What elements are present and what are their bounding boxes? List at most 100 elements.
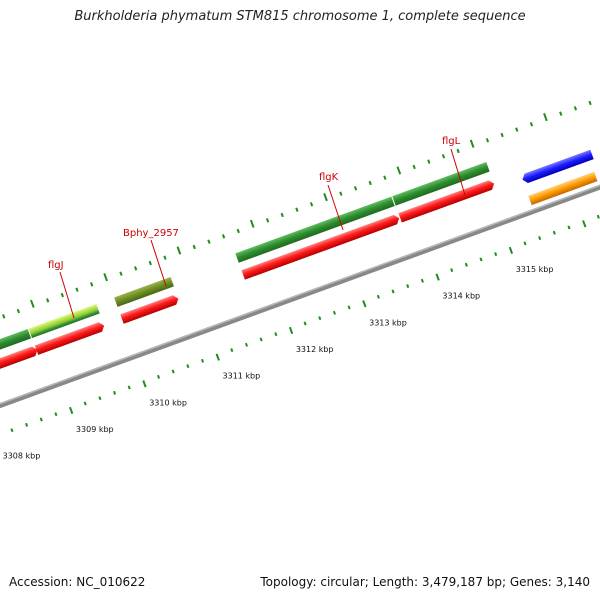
lower-minor-tick <box>54 412 58 417</box>
upper-minor-tick <box>353 186 358 191</box>
lower-minor-tick <box>494 252 498 257</box>
upper-major-tick <box>176 246 182 255</box>
lower-minor-tick <box>464 262 468 267</box>
upper-minor-tick <box>383 175 387 180</box>
upper-major-tick <box>30 299 35 308</box>
lower-minor-tick <box>10 428 14 433</box>
lower-minor-tick <box>156 374 161 379</box>
cds-arrow-bphy2957[interactable] <box>120 294 180 324</box>
upper-minor-tick <box>148 260 152 266</box>
cds-arrow-flgJ[interactable] <box>34 321 106 355</box>
upper-minor-tick <box>529 122 534 127</box>
lower-minor-tick <box>113 390 117 395</box>
lower-minor-tick <box>347 305 351 310</box>
lower-major-tick <box>215 353 220 361</box>
svg-text:flgL: flgL <box>442 136 461 147</box>
upper-minor-tick <box>236 228 240 234</box>
upper-tick-ring <box>2 100 592 319</box>
lower-minor-tick <box>596 214 600 219</box>
lower-minor-tick <box>376 294 380 299</box>
cds-arrow-flgL[interactable] <box>398 179 495 223</box>
lower-minor-tick <box>479 257 483 262</box>
upper-minor-tick <box>573 106 578 111</box>
upper-minor-tick <box>456 148 460 154</box>
gene-flgK[interactable] <box>235 196 395 263</box>
lower-minor-tick <box>420 278 424 283</box>
cds-arrow-flgK[interactable] <box>241 214 400 280</box>
upper-minor-tick <box>192 244 196 250</box>
scale-label: 3312 kbp <box>296 345 334 354</box>
upper-minor-tick <box>163 255 167 260</box>
lower-minor-tick <box>83 401 87 406</box>
upper-minor-tick <box>441 154 446 159</box>
accession-text: Accession: NC_010622 <box>9 575 146 589</box>
gene-bphy2957[interactable] <box>114 276 174 307</box>
scale-label: 3314 kbp <box>442 292 480 301</box>
feature-arrow-blue[interactable] <box>521 149 594 185</box>
upper-major-tick <box>543 112 548 122</box>
upper-minor-tick <box>134 266 138 271</box>
upper-minor-tick <box>485 138 490 143</box>
lower-minor-tick <box>567 225 571 230</box>
lower-minor-tick <box>25 422 29 427</box>
lower-major-tick <box>362 300 367 308</box>
upper-minor-tick <box>295 207 299 212</box>
gene-flgJ-lower[interactable] <box>30 309 100 339</box>
lower-major-tick <box>435 273 440 281</box>
lower-minor-tick <box>127 385 131 390</box>
upper-minor-tick <box>119 271 123 276</box>
cds-arrow-flgE[interactable] <box>0 345 39 380</box>
upper-minor-tick <box>500 132 504 138</box>
scale-label: 3309 kbp <box>76 425 114 434</box>
lower-minor-tick <box>332 310 336 315</box>
upper-minor-tick <box>75 287 79 292</box>
upper-minor-tick <box>368 180 372 186</box>
upper-major-tick <box>469 139 475 148</box>
lower-minor-tick <box>244 342 249 347</box>
lower-minor-tick <box>552 230 556 235</box>
lower-minor-tick <box>538 236 542 241</box>
lower-minor-tick <box>39 417 43 422</box>
genome-summary-text: Topology: circular; Length: 3,479,187 bp… <box>260 575 590 589</box>
upper-minor-tick <box>90 282 94 287</box>
lower-minor-tick <box>391 289 395 294</box>
upper-minor-tick <box>16 308 20 314</box>
lower-major-tick <box>288 326 294 335</box>
gene-label-flgL: flgL <box>442 136 466 196</box>
upper-minor-tick <box>427 159 431 164</box>
map-title: Burkholderia phymatum STM815 chromosome … <box>74 9 526 24</box>
upper-minor-tick <box>412 164 416 170</box>
upper-minor-tick <box>515 127 519 132</box>
scale-label: 3313 kbp <box>369 318 407 327</box>
upper-minor-tick <box>46 298 50 303</box>
lower-minor-tick <box>230 348 234 353</box>
scale-label: 3315 kbp <box>516 265 554 274</box>
upper-major-tick <box>103 273 108 282</box>
gene-label-flgK: flgK <box>319 172 344 231</box>
feature-bar-orange[interactable] <box>528 171 598 206</box>
lower-minor-tick <box>450 268 454 273</box>
scale-label: 3311 kbp <box>223 372 261 381</box>
upper-minor-tick <box>265 218 270 223</box>
lower-tick-ring <box>0 214 600 441</box>
svg-text:flgK: flgK <box>319 172 339 183</box>
upper-minor-tick <box>280 212 284 218</box>
upper-minor-tick <box>207 239 211 244</box>
lower-minor-tick <box>274 332 278 337</box>
sequence-backbone <box>0 174 600 418</box>
lower-major-tick <box>142 380 147 388</box>
lower-minor-tick <box>406 284 410 289</box>
upper-minor-tick <box>588 100 592 106</box>
lower-minor-tick <box>171 369 175 374</box>
gene-flgL[interactable] <box>392 162 490 206</box>
lower-minor-tick <box>259 337 263 342</box>
upper-minor-tick <box>2 314 6 319</box>
upper-major-tick <box>249 219 255 228</box>
upper-minor-tick <box>339 191 343 196</box>
svg-text:Bphy_2957: Bphy_2957 <box>123 228 179 239</box>
lower-minor-tick <box>98 396 102 401</box>
lower-minor-tick <box>186 364 190 369</box>
gene-flgE[interactable] <box>0 328 32 363</box>
upper-major-tick <box>396 166 402 175</box>
